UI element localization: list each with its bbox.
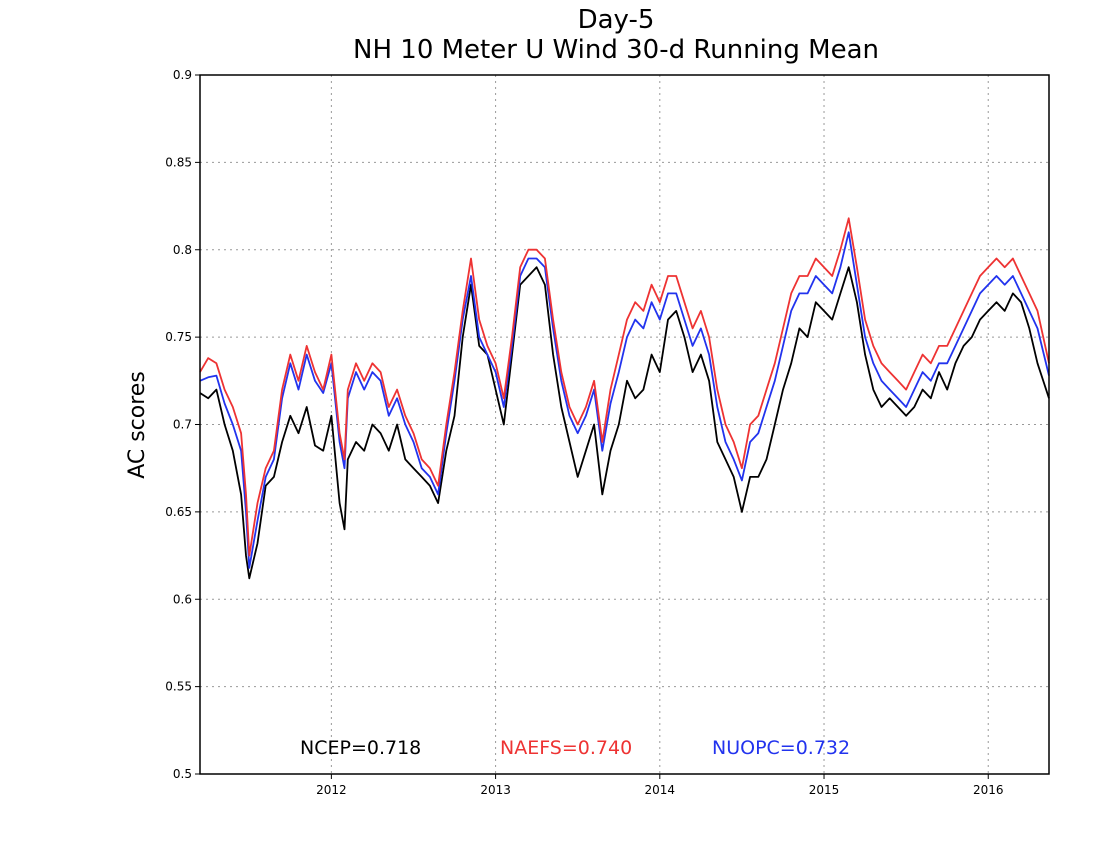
chart-subtitle: NH 10 Meter U Wind 30-d Running Mean <box>353 35 879 65</box>
grid <box>200 75 1049 774</box>
legend-entry-ncep: NCEP=0.718 <box>300 737 421 759</box>
y-tick-label: 0.9 <box>173 68 192 82</box>
series-layer <box>199 217 1050 580</box>
y-tick-label: 0.7 <box>173 418 192 432</box>
chart-title: Day-5 <box>578 5 655 35</box>
y-tick-label: 0.5 <box>173 767 192 781</box>
legend-entry-naefs: NAEFS=0.740 <box>500 737 632 759</box>
y-tick-label: 0.55 <box>165 680 192 694</box>
x-tick-label: 2014 <box>645 783 676 797</box>
y-tick-label: 0.75 <box>165 330 192 344</box>
y-ticks: 0.5 0.55 0.6 0.65 0.7 0.75 0.8 0.85 0.9 <box>165 68 200 781</box>
x-tick-label: 2012 <box>316 783 347 797</box>
legend: NCEP=0.718 NAEFS=0.740 NUOPC=0.732 <box>300 737 850 759</box>
x-tick-label: 2015 <box>809 783 840 797</box>
x-tick-label: 2016 <box>973 783 1004 797</box>
x-ticks: 2012 2013 2014 2015 2016 <box>316 774 1004 797</box>
y-tick-label: 0.85 <box>165 155 192 169</box>
series-line-naefs <box>199 217 1050 557</box>
legend-entry-nuopc: NUOPC=0.732 <box>712 737 850 759</box>
y-tick-label: 0.8 <box>173 243 192 257</box>
x-tick-label: 2013 <box>480 783 511 797</box>
y-tick-label: 0.6 <box>173 592 192 606</box>
y-axis-label: AC scores <box>125 371 150 479</box>
series-line-nuopc <box>199 231 1050 569</box>
series-line-ncep <box>199 266 1050 580</box>
y-tick-label: 0.65 <box>165 505 192 519</box>
